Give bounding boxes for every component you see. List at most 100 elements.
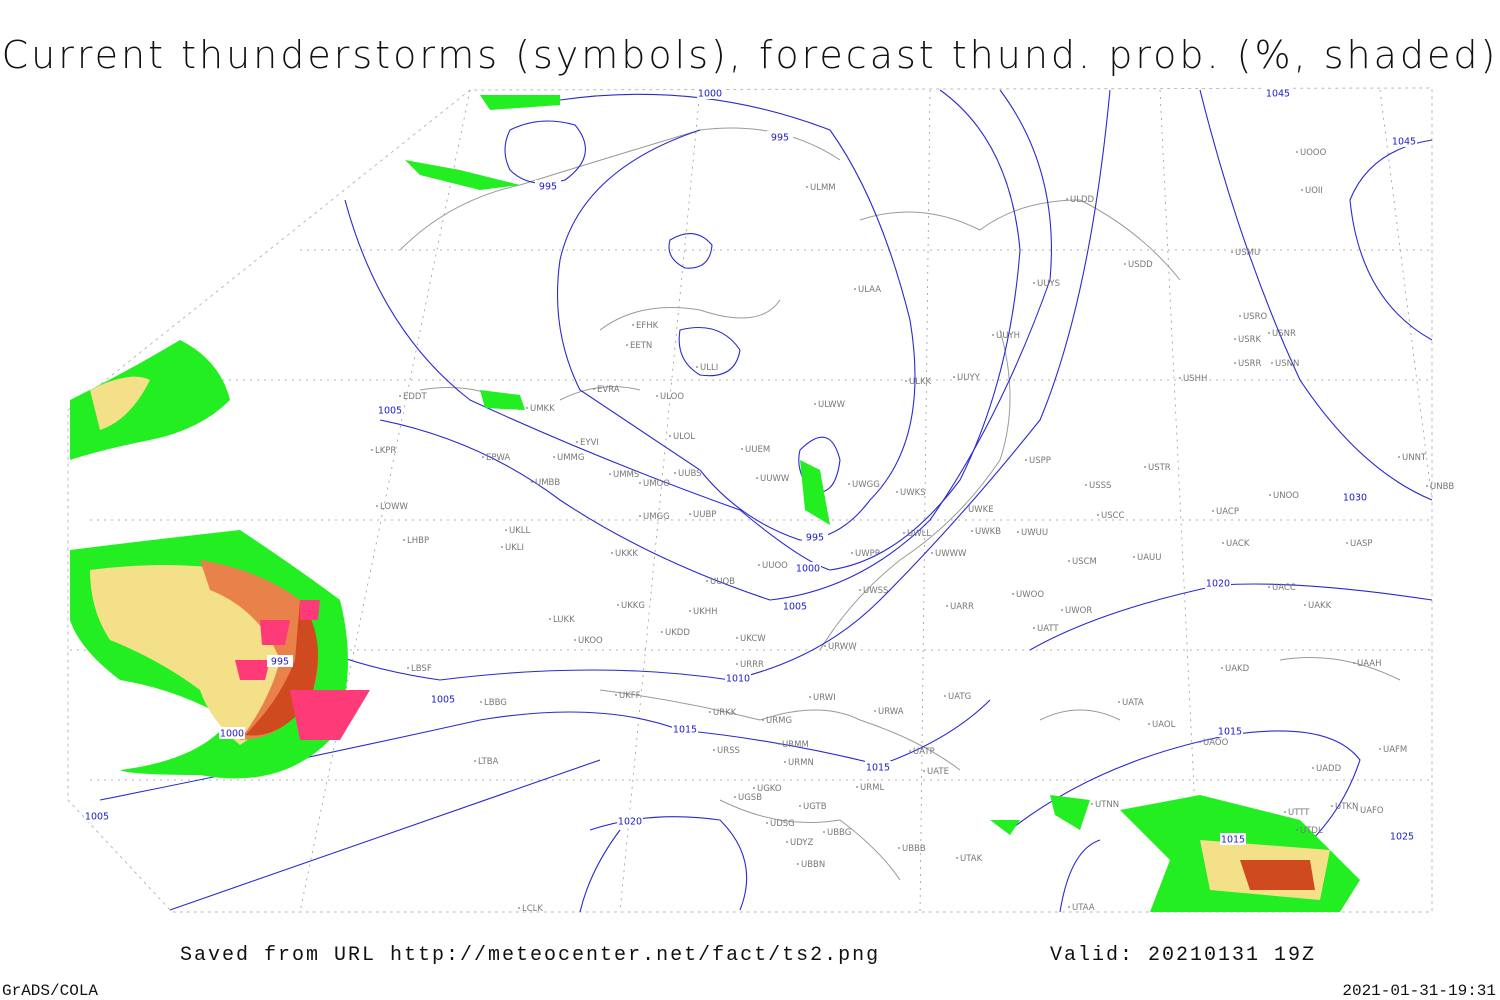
station-label: UAFM bbox=[1383, 745, 1407, 755]
station-dot bbox=[617, 604, 619, 606]
station-label: USNN bbox=[1275, 359, 1299, 369]
station-label: USMU bbox=[1235, 248, 1260, 258]
station-dot bbox=[1025, 459, 1027, 461]
station-label: UDYZ bbox=[790, 838, 813, 848]
station-dot bbox=[1271, 362, 1273, 364]
station-dot bbox=[480, 701, 482, 703]
station-dot bbox=[474, 760, 476, 762]
station-dot bbox=[1033, 282, 1035, 284]
isobar-label: 1020 bbox=[618, 817, 642, 828]
station-dot bbox=[1012, 593, 1014, 595]
isobar-label: 1045 bbox=[1392, 137, 1416, 148]
station-label: URKK bbox=[713, 708, 737, 718]
station-label: UUOB bbox=[710, 577, 735, 587]
station-dot bbox=[526, 407, 528, 409]
station-label: USSS bbox=[1089, 481, 1111, 491]
station-dot bbox=[576, 441, 578, 443]
station-dot bbox=[1212, 510, 1214, 512]
station-dot bbox=[964, 508, 966, 510]
isobar-label-bg bbox=[377, 404, 403, 416]
station-dot bbox=[786, 841, 788, 843]
station-label: ULLI bbox=[700, 363, 718, 373]
station-dot bbox=[669, 435, 671, 437]
station-label: UKFF bbox=[619, 691, 641, 701]
station-dot bbox=[946, 605, 948, 607]
station-dot bbox=[806, 186, 808, 188]
station-label: URWI bbox=[813, 693, 836, 703]
station-dot bbox=[823, 831, 825, 833]
station-label: UACK bbox=[1226, 539, 1250, 549]
station-dot bbox=[1234, 362, 1236, 364]
station-dot bbox=[1179, 377, 1181, 379]
station-dot bbox=[758, 564, 760, 566]
station-label: UKCW bbox=[740, 634, 766, 644]
station-label: UWUU bbox=[1021, 528, 1048, 538]
isobar-label: 1005 bbox=[85, 812, 109, 823]
station-label: UNOO bbox=[1273, 491, 1299, 501]
isobar-label-bg bbox=[782, 600, 808, 612]
station-dot bbox=[1068, 906, 1070, 908]
station-label: URMN bbox=[788, 758, 814, 768]
station-label: LHBP bbox=[407, 536, 429, 546]
station-dot bbox=[656, 395, 658, 397]
isobar-label-bg bbox=[795, 562, 821, 574]
station-dot bbox=[1091, 803, 1093, 805]
isobar-label: 995 bbox=[771, 133, 789, 144]
station-dot bbox=[898, 847, 900, 849]
station-dot bbox=[971, 530, 973, 532]
station-label: UNNT bbox=[1402, 453, 1427, 463]
station-label: UWLL bbox=[907, 529, 931, 539]
station-dot bbox=[992, 334, 994, 336]
station-dot bbox=[905, 380, 907, 382]
isobar-label: 1030 bbox=[1343, 493, 1367, 504]
station-label: UATE bbox=[927, 767, 949, 777]
isobar-label-bg bbox=[1342, 491, 1368, 503]
station-dot bbox=[626, 344, 628, 346]
station-dot bbox=[1268, 332, 1270, 334]
station-label: URRR bbox=[740, 660, 764, 670]
station-dot bbox=[549, 618, 551, 620]
station-label: UGTB bbox=[803, 802, 827, 812]
station-dot bbox=[1331, 805, 1333, 807]
station-dot bbox=[696, 366, 698, 368]
station-label: URMM bbox=[782, 740, 809, 750]
station-dot bbox=[753, 787, 755, 789]
station-label: EPWA bbox=[486, 453, 510, 463]
station-dot bbox=[1269, 494, 1271, 496]
station-label: LBBG bbox=[484, 698, 507, 708]
station-dot bbox=[903, 532, 905, 534]
station-dot bbox=[851, 552, 853, 554]
station-label: URMG bbox=[766, 716, 792, 726]
station-dot bbox=[661, 631, 663, 633]
station-label: UMMG bbox=[557, 453, 584, 463]
station-label: UBBN bbox=[801, 860, 825, 870]
station-label: USDD bbox=[1128, 260, 1153, 270]
station-dot bbox=[896, 491, 898, 493]
station-dot bbox=[1222, 542, 1224, 544]
station-label: UACP bbox=[1216, 507, 1239, 517]
station-label: LCLK bbox=[522, 904, 543, 914]
station-dot bbox=[848, 483, 850, 485]
station-dot bbox=[553, 456, 555, 458]
station-dot bbox=[956, 857, 958, 859]
station-label: UTDL bbox=[1300, 826, 1323, 836]
station-dot bbox=[1133, 556, 1135, 558]
station-label: UDSG bbox=[770, 819, 795, 829]
isobar-label-bg bbox=[767, 131, 793, 143]
station-dot bbox=[809, 696, 811, 698]
station-dot bbox=[824, 645, 826, 647]
station-dot bbox=[1379, 748, 1381, 750]
station-label: UGKO bbox=[757, 784, 782, 794]
title: Current thunderstorms (symbols), forecas… bbox=[2, 33, 1499, 77]
station-label: UAAH bbox=[1357, 659, 1381, 669]
station-dot bbox=[797, 863, 799, 865]
station-label: EDDT bbox=[403, 392, 427, 402]
station-label: ULWW bbox=[818, 400, 846, 410]
station-dot bbox=[1296, 151, 1298, 153]
isobar-label: 995 bbox=[271, 657, 289, 668]
isobar-label: 1045 bbox=[1266, 89, 1290, 100]
station-label: UASP bbox=[1350, 539, 1373, 549]
station-label: LKPR bbox=[375, 446, 396, 456]
station-dot bbox=[909, 750, 911, 752]
station-dot bbox=[1231, 251, 1233, 253]
